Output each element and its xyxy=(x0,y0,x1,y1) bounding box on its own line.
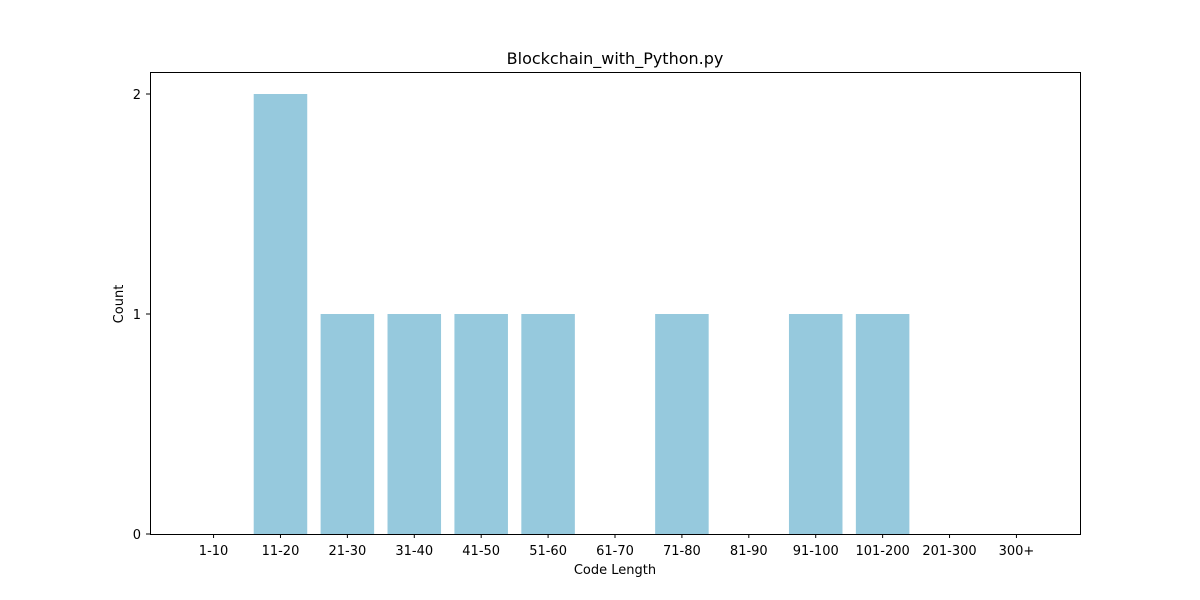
x-tick-label: 300+ xyxy=(999,544,1035,559)
y-axis-label: Count xyxy=(112,285,127,324)
bar-71-80 xyxy=(655,314,709,534)
y-tick-label: 2 xyxy=(133,88,141,103)
x-tick-label: 21-30 xyxy=(328,544,366,559)
x-tick-label: 11-20 xyxy=(262,544,300,559)
x-tick-label: 71-80 xyxy=(663,544,701,559)
bar-91-100 xyxy=(788,314,843,534)
x-tick-label: 81-90 xyxy=(730,544,768,559)
x-tick-label: 91-100 xyxy=(793,544,839,559)
x-tick-label: 201-300 xyxy=(922,544,976,559)
bars-group xyxy=(253,94,910,534)
x-tick-label: 31-40 xyxy=(395,544,433,559)
x-tick-label: 61-70 xyxy=(596,544,634,559)
y-tick-label: 0 xyxy=(133,528,141,543)
chart-title: Blockchain_with_Python.py xyxy=(507,49,724,69)
bar-21-30 xyxy=(320,314,375,534)
bar-101-200 xyxy=(855,314,910,534)
bar-41-50 xyxy=(454,314,508,534)
bar-51-60 xyxy=(521,314,575,534)
bar-11-20 xyxy=(253,94,308,534)
bar-31-40 xyxy=(387,314,442,534)
y-axis-ticks: 0 1 2 xyxy=(133,88,150,543)
x-axis-ticks: 1-10 11-20 21-30 31-40 41-50 51-60 61-70 71-80 8… xyxy=(199,534,1034,559)
x-tick-label: 51-60 xyxy=(529,544,567,559)
x-axis-label: Code Length xyxy=(574,563,656,578)
y-tick-label: 1 xyxy=(133,308,141,323)
x-tick-label: 101-200 xyxy=(855,544,909,559)
plot-frame xyxy=(150,72,1081,535)
x-tick-label: 41-50 xyxy=(462,544,500,559)
x-tick-label: 1-10 xyxy=(199,544,229,559)
